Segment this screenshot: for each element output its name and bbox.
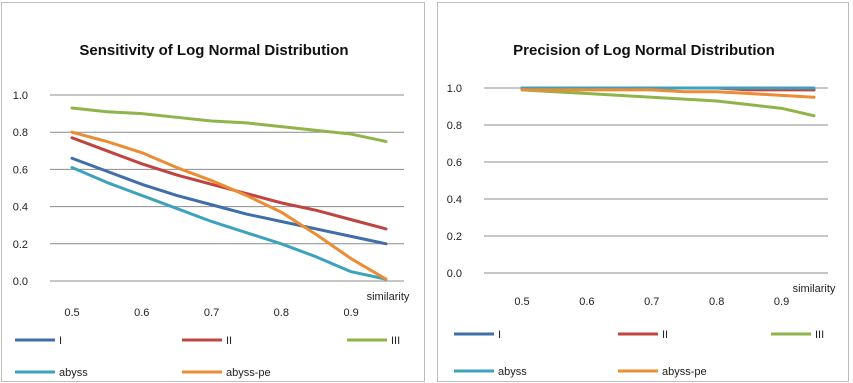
series-line-abyss-pe	[70, 130, 388, 281]
x-tick-label: 0.8	[274, 307, 289, 319]
precision-chart: Precision of Log Normal Distribution sim…	[447, 42, 836, 378]
y-tick-label: 0.6	[13, 164, 28, 176]
legend-label: I	[498, 329, 501, 341]
x-tick-label: 0.6	[134, 307, 149, 319]
y-tick-label: 0.8	[447, 120, 462, 132]
x-tick-label: 0.6	[579, 296, 594, 308]
sensitivity-chart: Sensitivity of Log Normal Distribution s…	[13, 42, 410, 379]
legend-label: abyss	[498, 366, 527, 378]
x-axis-label: similarity	[367, 291, 410, 303]
legend-label: III	[391, 335, 400, 347]
x-tick-label: 0.8	[709, 296, 724, 308]
chart-title: Precision of Log Normal Distribution	[513, 42, 775, 59]
legend-label: abyss-pe	[226, 367, 271, 379]
x-axis-label: similarity	[793, 283, 836, 295]
legend-label: I	[59, 335, 62, 347]
x-tick-label: 0.7	[204, 307, 219, 319]
x-tick-label: 0.5	[64, 307, 79, 319]
y-tick-label: 0.4	[13, 202, 28, 214]
legend-label: II	[662, 329, 668, 341]
y-tick-label: 0.0	[13, 276, 28, 288]
series-line-iii	[520, 88, 816, 118]
series-line-abyss-pe	[520, 88, 816, 99]
series-line-abyss	[70, 166, 388, 281]
y-tick-label: 0.0	[447, 268, 462, 280]
series-line-iii	[70, 106, 388, 143]
y-tick-label: 0.6	[447, 157, 462, 169]
legend-label: II	[226, 335, 232, 347]
x-tick-label: 0.7	[644, 296, 659, 308]
legend-label: III	[815, 329, 824, 341]
y-tick-label: 1.0	[447, 83, 462, 95]
x-tick-label: 0.5	[514, 296, 529, 308]
y-tick-label: 1.0	[13, 90, 28, 102]
legend-label: abyss	[59, 367, 88, 379]
y-tick-label: 0.2	[447, 231, 462, 243]
chart-title: Sensitivity of Log Normal Distribution	[79, 42, 348, 59]
legend-label: abyss-pe	[662, 366, 707, 378]
sensitivity-chart-panel: Sensitivity of Log Normal Distribution s…	[1, 2, 425, 382]
y-tick-label: 0.2	[13, 239, 28, 251]
y-tick-label: 0.8	[13, 127, 28, 139]
y-tick-label: 0.4	[447, 194, 462, 206]
precision-chart-panel: Precision of Log Normal Distribution sim…	[437, 2, 849, 382]
x-tick-label: 0.9	[774, 296, 789, 308]
series-line-i	[70, 156, 388, 246]
series-line-ii	[70, 136, 388, 231]
x-tick-label: 0.9	[343, 307, 358, 319]
